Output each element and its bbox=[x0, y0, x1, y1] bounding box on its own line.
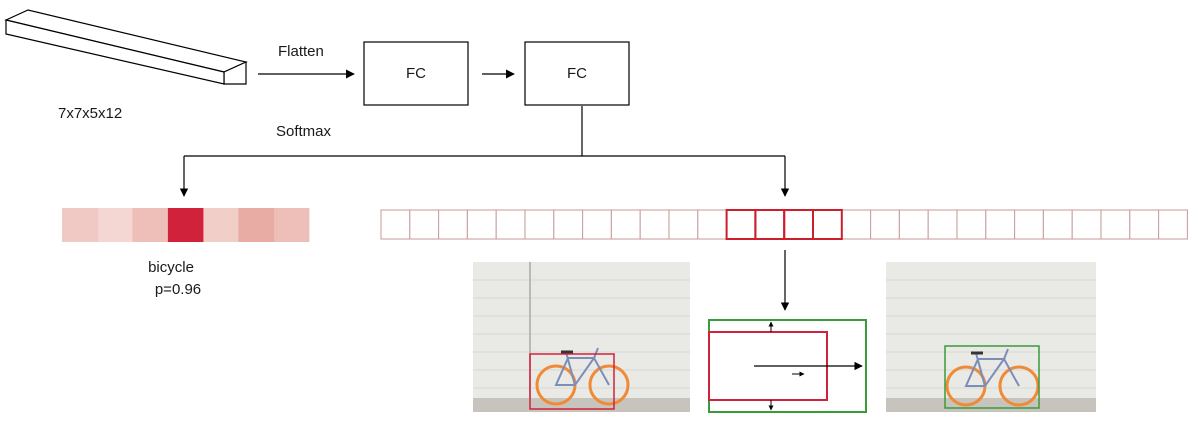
regression-cell bbox=[524, 209, 555, 240]
feature-tensor-block bbox=[4, 9, 248, 85]
output-branch-connector bbox=[179, 106, 790, 197]
fc-layer-2-box bbox=[524, 41, 630, 106]
regression-cell bbox=[841, 209, 872, 240]
output-photo bbox=[886, 262, 1096, 412]
class-score-cell bbox=[273, 208, 310, 242]
class-name-label: bicycle bbox=[148, 259, 194, 276]
regression-vector bbox=[380, 209, 1188, 240]
class-score-cell bbox=[238, 208, 275, 242]
regression-cell bbox=[985, 209, 1016, 240]
regression-cell bbox=[495, 209, 526, 240]
regression-cell bbox=[956, 209, 987, 240]
regression-cell bbox=[1014, 209, 1044, 240]
regression-cell bbox=[380, 209, 411, 240]
regression-cell bbox=[898, 209, 929, 240]
regression-cell bbox=[466, 209, 497, 240]
class-score-cell bbox=[203, 208, 239, 242]
regression-cell bbox=[783, 209, 814, 240]
fc-layer-1-label: FC bbox=[406, 65, 426, 82]
class-score-cell bbox=[62, 208, 98, 242]
class-score-strip bbox=[62, 208, 310, 242]
class-score-cell bbox=[167, 208, 204, 242]
regression-cell bbox=[610, 209, 641, 240]
regression-cell bbox=[1158, 209, 1188, 240]
regression-cell bbox=[697, 209, 728, 240]
regression-cell bbox=[812, 209, 843, 240]
bicycle-shape bbox=[535, 347, 630, 406]
regression-cell bbox=[726, 209, 756, 240]
class-probability-label: p=0.96 bbox=[155, 281, 201, 298]
regression-cell-highlighted bbox=[812, 209, 843, 240]
bicycle-shape-output bbox=[945, 348, 1040, 407]
regression-cell bbox=[1042, 209, 1073, 240]
input-photo bbox=[473, 262, 690, 412]
refined-bounding-box bbox=[944, 345, 1040, 409]
regression-cell bbox=[927, 209, 958, 240]
regression-cell bbox=[582, 209, 612, 240]
regression-cell bbox=[553, 209, 584, 240]
regression-cell bbox=[1071, 209, 1102, 240]
fc-layer-1-box bbox=[363, 41, 469, 106]
regression-cell bbox=[1129, 209, 1160, 240]
softmax-label: Softmax bbox=[276, 123, 332, 140]
regression-cell bbox=[668, 209, 699, 240]
class-score-cell bbox=[132, 208, 169, 242]
flatten-label: Flatten bbox=[278, 43, 324, 60]
predicted-bounding-box bbox=[529, 353, 615, 410]
regression-cell bbox=[870, 209, 900, 240]
fc-layer-2-label: FC bbox=[567, 65, 587, 82]
regression-cell bbox=[1100, 209, 1131, 240]
regression-cell bbox=[639, 209, 670, 240]
regression-cell bbox=[754, 209, 785, 240]
regression-cell bbox=[438, 209, 468, 240]
tensor-shape-label: 7x7x5x12 bbox=[58, 105, 122, 122]
box-refinement-illustration bbox=[708, 319, 867, 413]
regression-cell bbox=[409, 209, 440, 240]
class-score-cell bbox=[97, 208, 133, 242]
